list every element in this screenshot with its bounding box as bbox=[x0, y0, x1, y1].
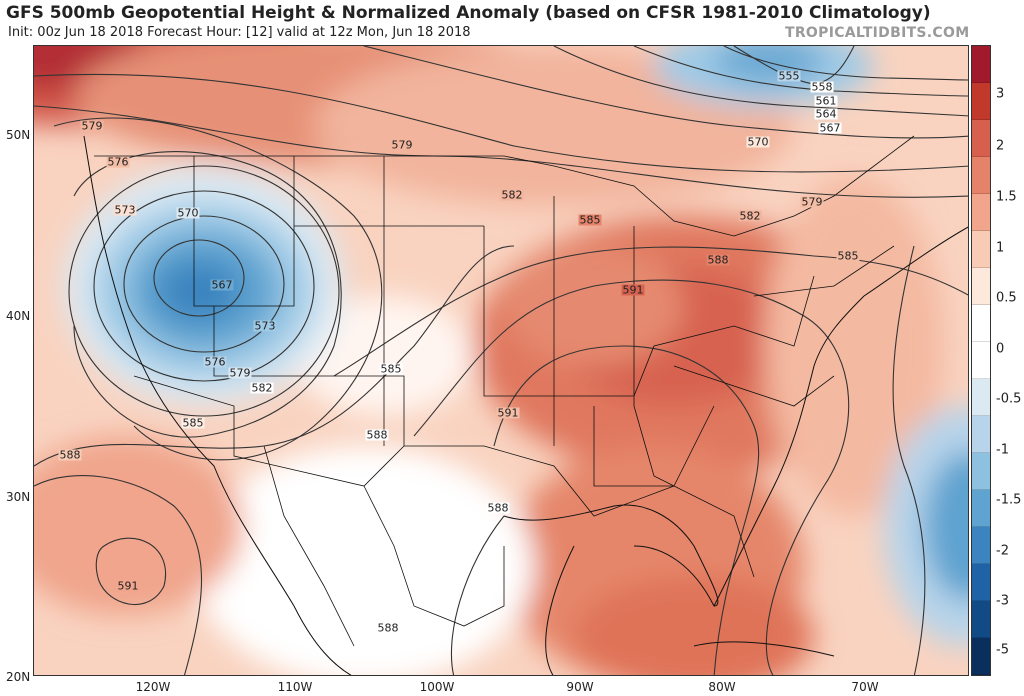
colorbar-swatch bbox=[972, 527, 990, 564]
contour-label: 564 bbox=[814, 107, 838, 121]
contour-label: 573 bbox=[113, 203, 137, 217]
contour-label: 585 bbox=[836, 249, 860, 263]
contour-label: 582 bbox=[738, 209, 762, 223]
lon-label-110w: 110W bbox=[277, 680, 313, 694]
colorbar-swatch bbox=[972, 268, 990, 305]
contour-label: 588 bbox=[376, 621, 400, 635]
contour-label: 579 bbox=[390, 138, 414, 152]
contour-label: 585 bbox=[578, 213, 602, 227]
colorbar-label: 0 bbox=[996, 341, 1005, 357]
colorbar-swatch bbox=[972, 379, 990, 416]
contour-label: 576 bbox=[203, 355, 227, 369]
contour-label: 591 bbox=[496, 406, 520, 420]
contour-label: 588 bbox=[58, 448, 82, 462]
colorbar-swatch bbox=[972, 453, 990, 490]
colorbar-label: -2 bbox=[996, 543, 1009, 559]
colorbar-swatch bbox=[972, 46, 990, 83]
map-canvas bbox=[34, 46, 968, 675]
colorbar-swatch bbox=[972, 305, 990, 342]
contour-label: 585 bbox=[379, 362, 403, 376]
contour-label: 588 bbox=[706, 253, 730, 267]
lon-label-100w: 100W bbox=[419, 680, 455, 694]
lat-label-50n: 50N bbox=[6, 128, 31, 142]
colorbar-swatch bbox=[972, 342, 990, 379]
contour-label: 579 bbox=[228, 366, 252, 380]
contour-label: 588 bbox=[365, 428, 389, 442]
anomaly-colorbar bbox=[971, 45, 991, 676]
map-title: GFS 500mb Geopotential Height & Normaliz… bbox=[6, 3, 931, 23]
colorbar-swatch bbox=[972, 416, 990, 453]
colorbar-swatch bbox=[972, 120, 990, 157]
colorbar-swatch bbox=[972, 194, 990, 231]
lon-label-120w: 120W bbox=[135, 680, 171, 694]
init-valid-info: Init: 00z Jun 18 2018 Forecast Hour: [12… bbox=[8, 25, 471, 40]
colorbar-label: 3 bbox=[996, 86, 1005, 102]
contour-label: 558 bbox=[810, 80, 834, 94]
contour-label: 570 bbox=[176, 206, 200, 220]
contour-label: 555 bbox=[777, 69, 801, 83]
lon-label-90w: 90W bbox=[566, 680, 594, 694]
colorbar-swatch bbox=[972, 601, 990, 638]
political-borders bbox=[94, 135, 915, 647]
colorbar-swatch bbox=[972, 157, 990, 194]
lat-label-40n: 40N bbox=[6, 309, 31, 323]
contour-label: 582 bbox=[250, 381, 274, 395]
colorbar-swatch bbox=[972, 564, 990, 601]
contour-label: 561 bbox=[814, 94, 838, 108]
anomaly-map bbox=[33, 45, 969, 676]
contour-label: 570 bbox=[746, 135, 770, 149]
coastlines bbox=[83, 135, 968, 675]
colorbar-label: -1.5 bbox=[996, 492, 1022, 508]
colorbar-label: -3 bbox=[996, 593, 1009, 609]
colorbar-swatch bbox=[972, 490, 990, 527]
colorbar-label: -5 bbox=[996, 642, 1009, 658]
contour-label: 567 bbox=[210, 278, 234, 292]
colorbar-label: 1.5 bbox=[996, 189, 1017, 205]
contour-label: 582 bbox=[500, 188, 524, 202]
colorbar-label: 2 bbox=[996, 138, 1005, 154]
colorbar-label: -0.5 bbox=[996, 391, 1022, 407]
contour-label: 567 bbox=[818, 121, 842, 135]
contour-label: 588 bbox=[486, 501, 510, 515]
colorbar-swatch bbox=[972, 231, 990, 268]
contour-label: 573 bbox=[253, 319, 277, 333]
contour-label: 579 bbox=[800, 195, 824, 209]
contour-label: 591 bbox=[116, 579, 140, 593]
lon-label-70w: 70W bbox=[851, 680, 879, 694]
colorbar-label: 1 bbox=[996, 240, 1005, 256]
colorbar-label: 0.5 bbox=[996, 290, 1017, 306]
site-watermark: TROPICALTIDBITS.COM bbox=[785, 25, 970, 41]
lon-label-80w: 80W bbox=[708, 680, 736, 694]
lat-label-30n: 30N bbox=[6, 490, 31, 504]
contour-label: 579 bbox=[80, 119, 104, 133]
lat-label-20n: 20N bbox=[6, 670, 31, 684]
contour-label: 585 bbox=[181, 416, 205, 430]
colorbar-label: -1 bbox=[996, 442, 1009, 458]
colorbar-swatch bbox=[972, 638, 990, 675]
contour-label: 591 bbox=[621, 283, 645, 297]
contour-label: 576 bbox=[106, 155, 130, 169]
colorbar-swatch bbox=[972, 83, 990, 120]
